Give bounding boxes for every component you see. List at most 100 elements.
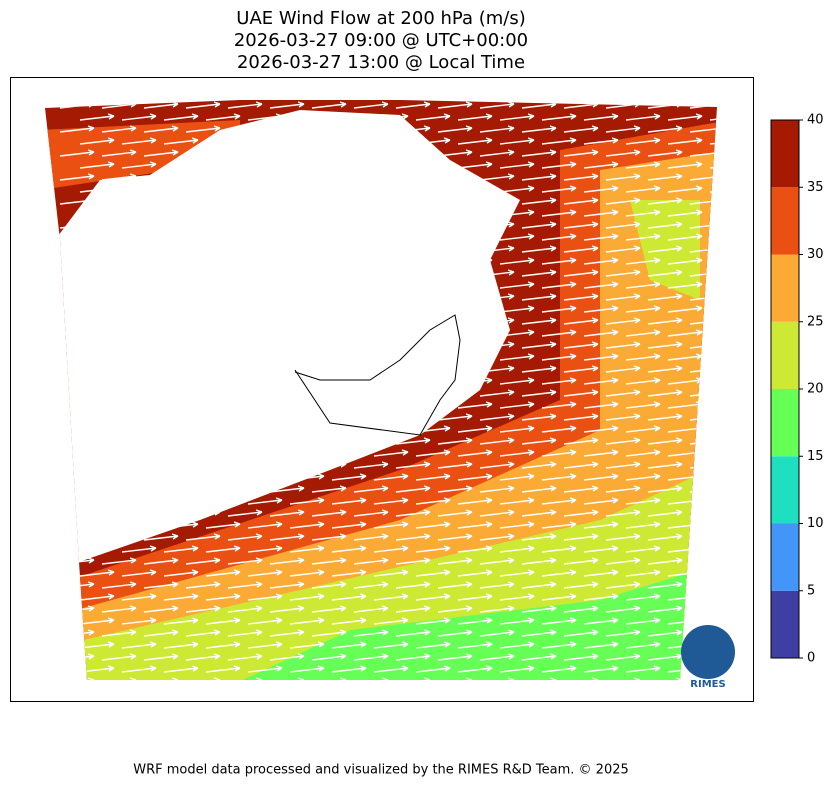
wind-arrow	[247, 617, 283, 625]
colorbar-tick-label: 35	[807, 180, 824, 195]
wind-arrow	[479, 341, 515, 349]
wind-arrow	[667, 137, 703, 145]
wind-arrow	[121, 209, 157, 217]
wind-arrow	[163, 401, 199, 409]
wind-arrow	[143, 533, 179, 541]
wind-arrow	[541, 401, 577, 409]
wind-arrow	[605, 533, 641, 541]
wind-arrow	[227, 677, 263, 680]
wind-arrow	[289, 545, 325, 553]
wind-arrow	[353, 269, 389, 277]
wind-arrow	[185, 101, 221, 109]
wind-arrow	[605, 317, 641, 325]
wind-arrow	[227, 629, 263, 637]
wind-arrow	[269, 245, 305, 253]
wind-arrow	[353, 581, 389, 589]
wind-arrow	[541, 185, 577, 193]
wind-arrow	[541, 497, 577, 505]
wind-arrow	[269, 101, 305, 109]
wind-arrow	[163, 257, 199, 265]
wind-arrow	[499, 521, 535, 529]
wind-arrow	[205, 569, 241, 577]
wind-arrow	[479, 485, 515, 493]
wind-arrow	[289, 233, 325, 241]
wind-arrow	[79, 281, 115, 289]
wind-arrow	[205, 257, 241, 265]
wind-arrow	[625, 281, 661, 289]
wind-arrow	[541, 449, 577, 457]
wind-arrow	[625, 449, 661, 457]
wind-arrow	[667, 161, 703, 169]
wind-arrow	[563, 365, 599, 373]
wind-arrow	[541, 545, 577, 553]
wind-arrow	[521, 581, 557, 589]
wind-arrow	[353, 293, 389, 301]
wind-arrow	[689, 509, 717, 517]
wind-arrow	[121, 593, 157, 601]
wind-arrow	[395, 413, 431, 421]
wind-arrow	[143, 413, 179, 421]
wind-arrow	[185, 149, 221, 157]
wind-arrow	[541, 161, 577, 169]
colorbar-tick-label: 20	[807, 382, 824, 397]
wind-arrow	[541, 521, 577, 529]
wind-arrow	[605, 197, 641, 205]
wind-arrow	[647, 269, 683, 277]
wind-arrow	[583, 569, 619, 577]
boundary	[294, 314, 461, 436]
wind-arrow	[101, 557, 137, 565]
wind-arrow	[479, 557, 515, 565]
wind-arrow	[395, 269, 431, 277]
wind-arrow	[457, 209, 493, 217]
wind-arrow	[163, 185, 199, 193]
wind-arrow	[227, 365, 263, 373]
wind-arrow	[583, 305, 619, 313]
wind-arrow	[205, 425, 241, 433]
wind-arrow	[437, 461, 473, 469]
wind-arrow	[583, 161, 619, 169]
wind-arrow	[163, 377, 199, 385]
wind-arrow	[437, 653, 473, 661]
colorbar-tick-label: 15	[807, 449, 824, 464]
wind-arrow	[647, 197, 683, 205]
wind-arrow	[563, 245, 599, 253]
wind-arrow	[457, 329, 493, 337]
wind-arrow	[269, 197, 305, 205]
wind-arrow	[289, 329, 325, 337]
wind-arrow	[647, 149, 683, 157]
wind-arrow	[373, 545, 409, 553]
wind-arrow	[395, 149, 431, 157]
wind-arrow	[625, 161, 661, 169]
wind-arrow	[541, 425, 577, 433]
wind-arrow	[437, 341, 473, 349]
wind-arrow	[437, 197, 473, 205]
wind-arrow	[437, 581, 473, 589]
wind-arrow	[59, 677, 95, 680]
wind-arrow	[457, 137, 493, 145]
wind-arrow	[583, 353, 619, 361]
wind-arrow	[121, 617, 157, 625]
wind-arrow	[59, 269, 95, 277]
wind-arrow	[457, 425, 493, 433]
wind-field	[45, 100, 717, 680]
wind-arrow	[205, 113, 241, 121]
wind-arrow	[563, 341, 599, 349]
wind-arrow	[289, 497, 325, 505]
wind-arrow	[163, 137, 199, 145]
wind-arrow	[79, 545, 115, 553]
wind-arrow	[311, 509, 347, 517]
wind-arrow	[311, 245, 347, 253]
wind-arrow	[689, 533, 717, 541]
wind-arrow	[457, 641, 493, 649]
wind-arrow	[311, 125, 347, 133]
wind-arrow	[227, 125, 263, 133]
colorbar-segment	[771, 389, 799, 457]
wind-arrow	[625, 113, 661, 121]
wind-arrow	[101, 365, 137, 373]
wind-arrow	[79, 209, 115, 217]
wind-arrow	[163, 449, 199, 457]
wind-arrow	[479, 221, 515, 229]
wind-arrow	[373, 377, 409, 385]
wind-arrow	[667, 281, 703, 289]
